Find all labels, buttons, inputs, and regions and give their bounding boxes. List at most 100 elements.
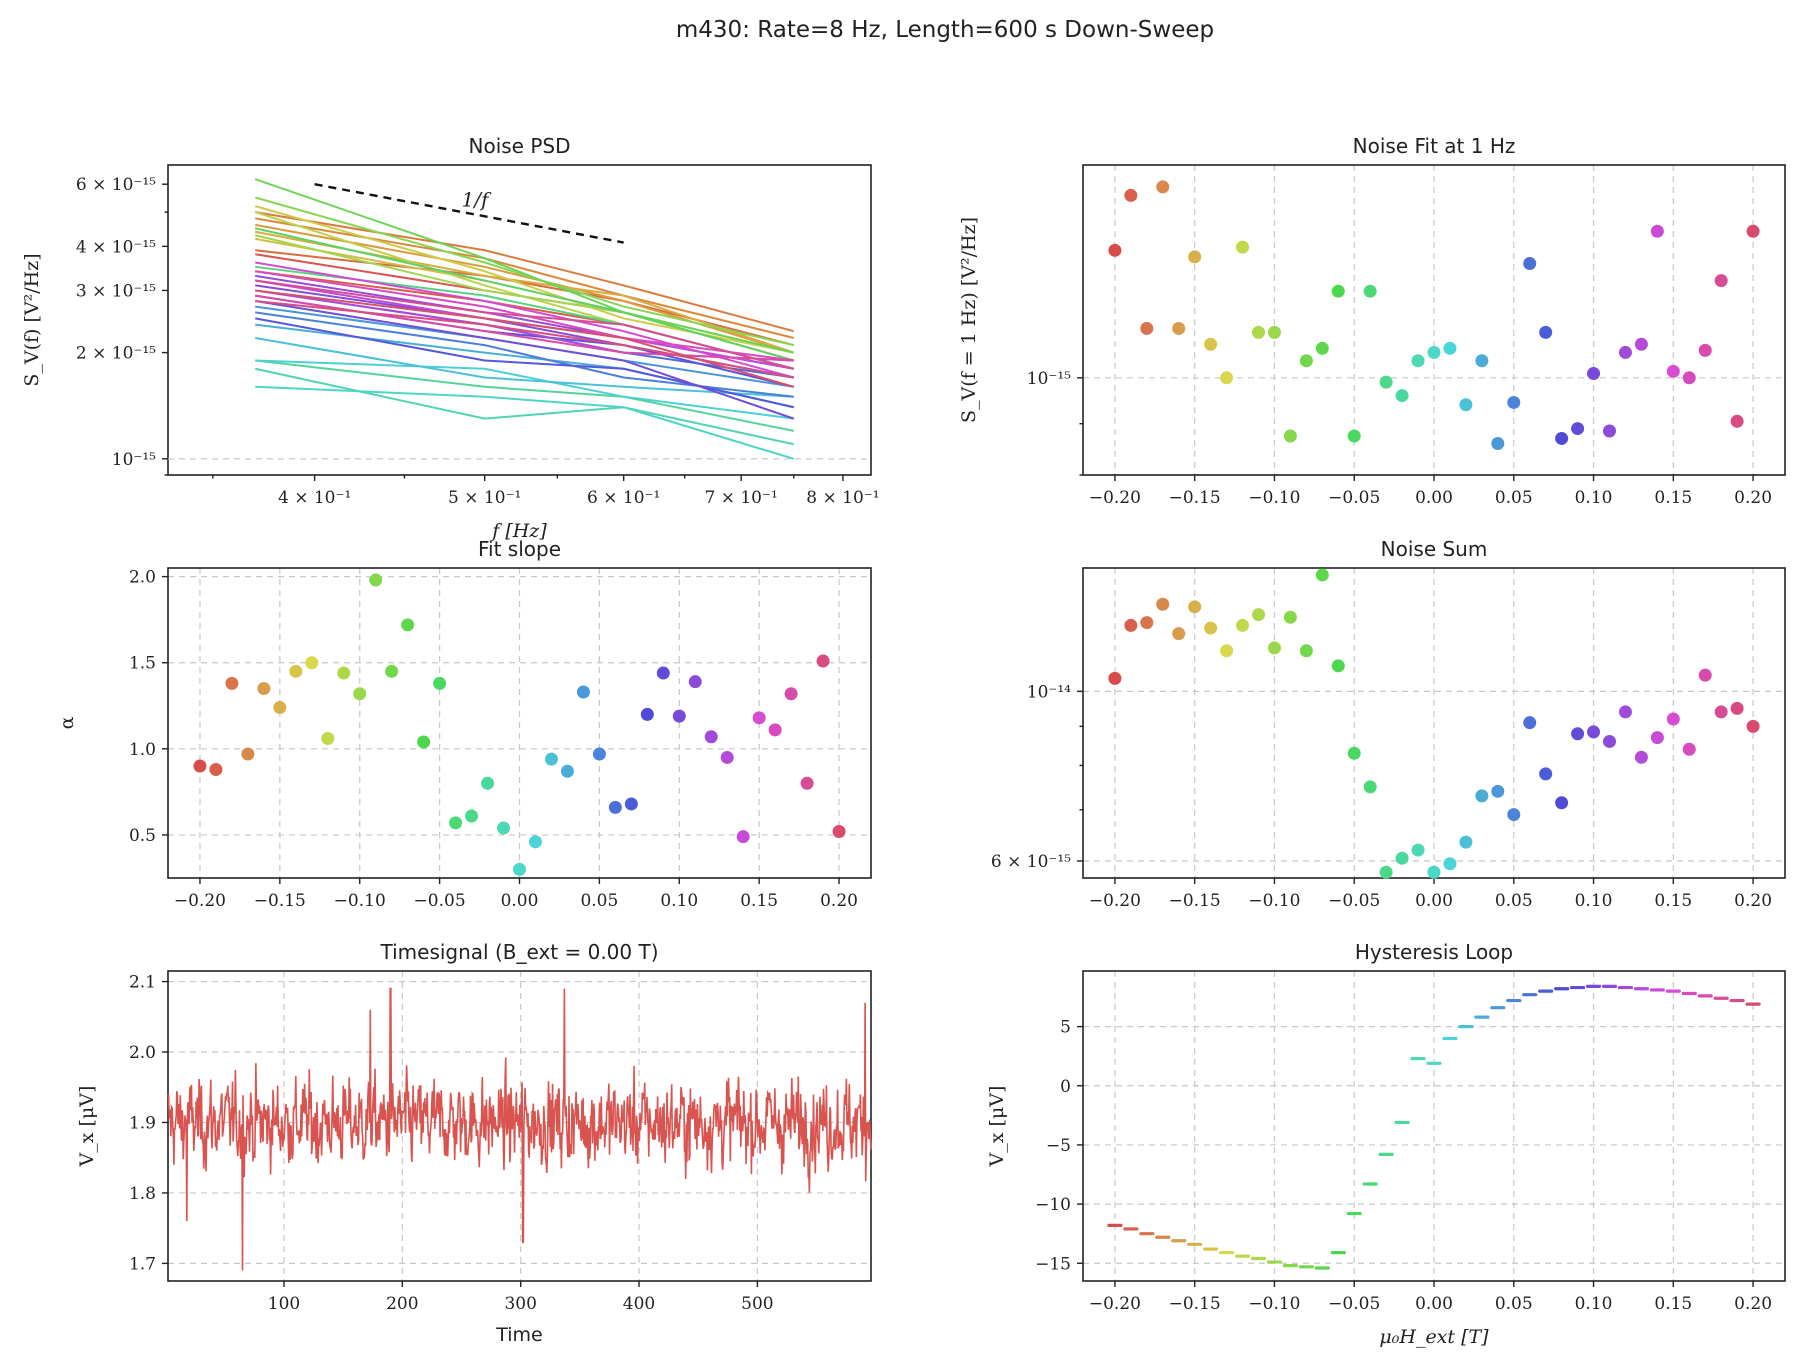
data-point [1746,719,1760,733]
chart-title: Noise Fit at 1 Hz [1353,134,1516,158]
x-tick-label: −0.05 [1328,1294,1380,1314]
x-tick-label: −0.10 [1248,1294,1300,1314]
y-axis-label: S_V(f = 1 Hz) [V²/Hz] [958,217,980,423]
data-point [1666,364,1680,378]
data-point [1299,354,1313,368]
data-point [1347,746,1361,760]
data-point [1156,180,1170,194]
data-point [1331,284,1345,298]
x-tick-label: 0.10 [1575,1294,1613,1314]
data-point [752,711,766,725]
y-tick-label: 10⁻¹⁵ [1027,369,1071,389]
data-point [225,676,239,690]
data-point [305,656,319,670]
data-point [768,723,782,737]
chart-fit1hz: −0.20 −0.15 −0.10 −0.05 0.00 0.05 0.10 0.15 0.20… [958,134,1786,508]
y-tick-label: 10⁻¹⁴ [1027,682,1071,702]
data-point [321,732,335,745]
data-point [1587,725,1601,739]
chart-title: Noise Sum [1381,537,1488,561]
data-point [1427,345,1441,359]
data-point [1714,274,1728,288]
psd-series-line [255,289,795,388]
data-point [688,675,702,689]
y-tick-label: 1.0 [129,740,156,760]
x-tick-label: 100 [268,1294,300,1314]
data-point [417,735,431,749]
data-point [576,685,590,699]
data-point [1236,240,1250,254]
data-point [1172,321,1186,335]
data-point [560,764,574,778]
data-point [1730,701,1744,715]
data-point [1315,568,1329,582]
x-tick-label: 0.15 [1654,1294,1692,1314]
x-tick-label: −0.20 [1089,1294,1141,1314]
data-point [1395,389,1409,403]
one-over-f-label: 1/f [461,188,491,212]
x-tick-label: 300 [504,1294,536,1314]
x-tick-label: 400 [623,1294,655,1314]
x-tick-label: 0.15 [740,891,778,911]
data-point [1283,610,1297,624]
x-tick-label: −0.20 [1089,488,1141,508]
data-point [401,618,415,632]
data-point [1124,618,1138,632]
psd-series-line [255,270,794,362]
psd-series-line [254,227,795,362]
y-tick-label: 3 × 10⁻¹⁵ [76,281,156,301]
data-point [592,747,606,761]
data-point [1204,621,1218,635]
x-tick-label: 4 × 10⁻¹ [278,488,351,508]
data-point [1188,600,1202,614]
data-point [1267,325,1281,339]
data-point [1698,668,1712,682]
y-tick-label: 6 × 10⁻¹⁵ [76,175,156,195]
plot-frame [167,567,872,879]
x-tick-label: 0.20 [1734,891,1772,911]
data-point [273,701,287,714]
data-point [1411,354,1425,368]
x-axis-label: f [Hz] [490,520,547,542]
plot-frame [1082,970,1786,1282]
data-point [433,676,447,690]
x-tick-label: 0.00 [1415,1294,1453,1314]
data-point [1730,414,1744,428]
data-point [1491,784,1505,798]
data-point [1395,851,1409,865]
x-axis-label: μ₀H_ext [T] [1379,1326,1489,1348]
data-point [1188,250,1202,264]
data-point [337,666,351,680]
data-point [1140,616,1154,630]
x-tick-label: 5 × 10⁻¹ [448,488,521,508]
y-axis-label: α [56,716,78,729]
data-point [704,730,718,744]
y-tick-label: 2.0 [129,1043,156,1063]
data-point [1379,865,1393,879]
data-point [257,682,271,696]
data-point [1523,257,1537,271]
psd-series-line [255,359,794,432]
x-tick-label: −0.15 [1169,891,1221,911]
data-point [1108,243,1122,257]
data-point [289,664,303,678]
data-point [1267,641,1281,655]
data-point [1363,780,1377,794]
data-point [1204,337,1218,351]
x-tick-label: 500 [741,1294,773,1314]
data-point [1220,644,1234,658]
y-tick-label: 2.1 [129,973,156,993]
chart-title: Timesignal (B_ext = 0.00 T) [380,940,659,964]
data-point [1555,796,1569,810]
data-point [816,654,830,668]
y-axis-label: V_x [μV] [76,1086,98,1168]
data-point [1650,731,1664,745]
y-axis-label: V_x [μV] [986,1086,1008,1168]
data-point [465,809,479,823]
x-tick-label: 0.20 [820,891,858,911]
data-point [1443,341,1457,355]
y-tick-label: 2.0 [129,568,156,588]
data-point [1220,371,1234,385]
x-tick-label: 0.20 [1734,1294,1772,1314]
